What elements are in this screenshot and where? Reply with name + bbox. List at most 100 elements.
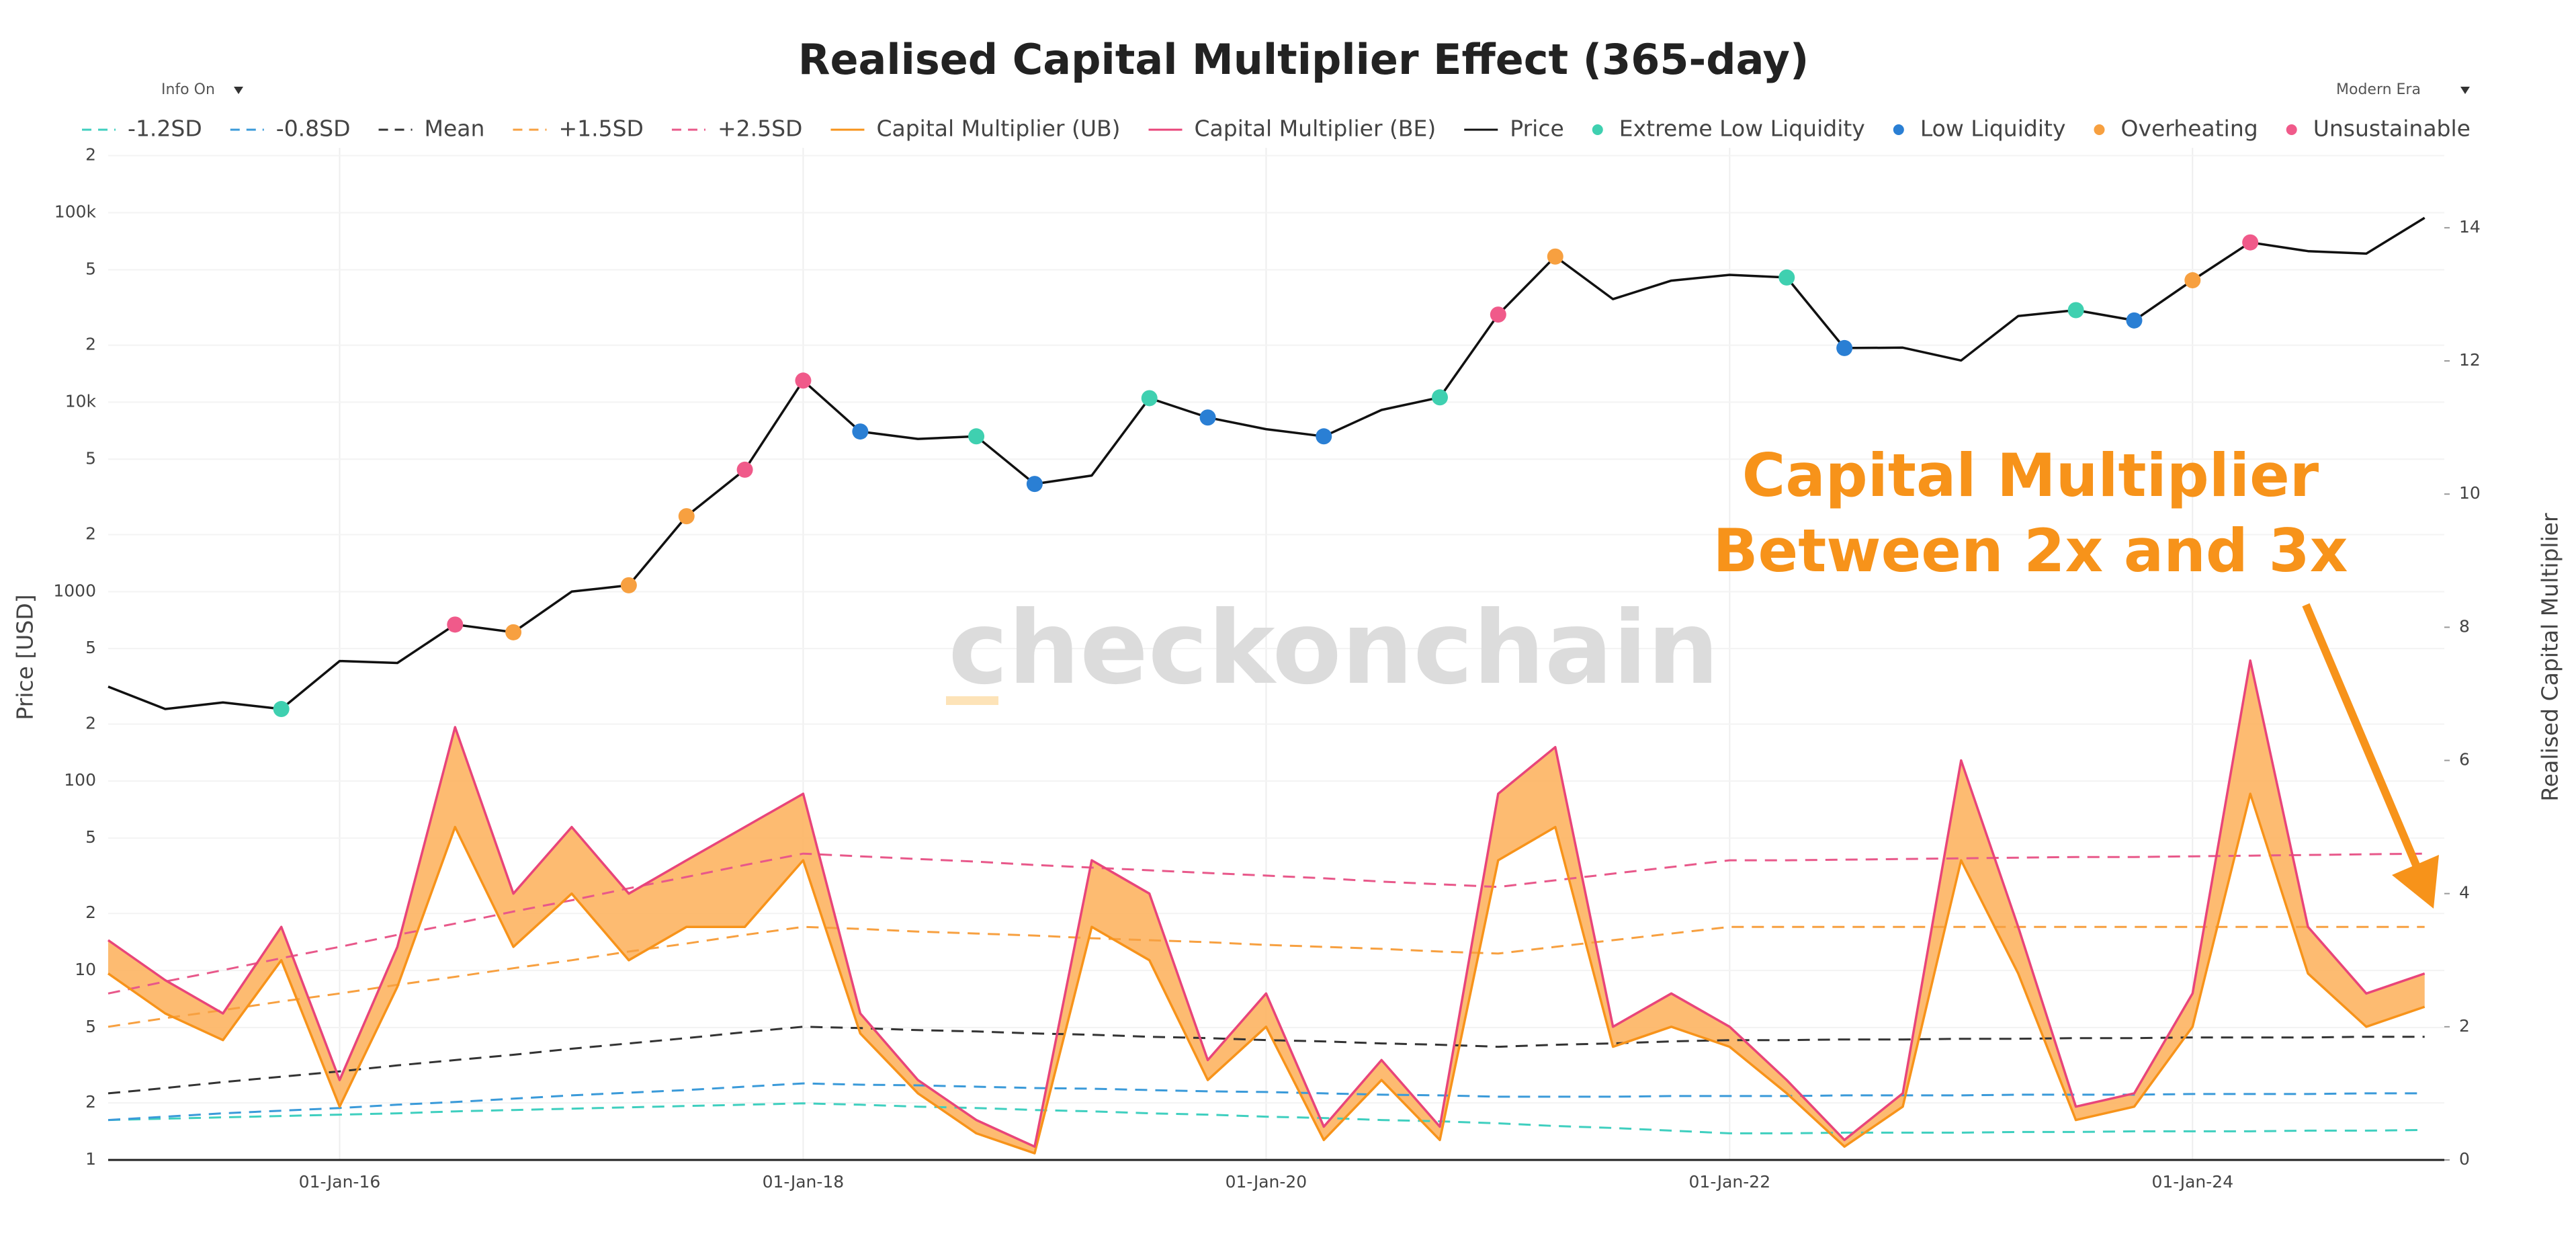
- legend-label: Price: [1510, 116, 1564, 142]
- plot: [107, 216, 2425, 1155]
- y-tick-label: 100k: [54, 202, 97, 222]
- y2-tick-label: 0: [2459, 1149, 2470, 1169]
- y-tick-label: 1000: [53, 581, 96, 600]
- y-tick-label: 2: [85, 524, 96, 543]
- regime-marker: [1490, 306, 1506, 323]
- y2-tick-label: 4: [2459, 883, 2470, 903]
- regime-marker: [678, 508, 695, 525]
- y2-tick-label: 2: [2459, 1016, 2470, 1036]
- annotation-arrow: [2302, 603, 2421, 870]
- dropdown-box[interactable]: [2325, 75, 2479, 105]
- band-line: [108, 1026, 2425, 1095]
- x-tick-label: 01-Jan-16: [299, 1172, 381, 1192]
- regime-marker: [1778, 269, 1795, 286]
- regime-marker: [1026, 476, 1043, 493]
- y-tick-label: 5: [85, 448, 96, 468]
- legend-label: Mean: [425, 116, 485, 142]
- x-tick-label: 01-Jan-20: [1226, 1172, 1307, 1192]
- regime-marker: [505, 624, 522, 640]
- regime-marker: [2067, 302, 2084, 319]
- annotation: Capital Multiplier: [1742, 441, 2319, 510]
- band-line: [108, 1082, 2425, 1122]
- legend-label: Capital Multiplier (BE): [1195, 116, 1436, 142]
- chart-title: Realised Capital Multiplier Effect (365-…: [798, 35, 1809, 84]
- series-line: [107, 792, 2425, 1155]
- legend-item: +2.5SD: [671, 116, 803, 142]
- legend-item: Overheating: [2094, 116, 2258, 142]
- x-tick-label: 01-Jan-22: [1689, 1172, 1771, 1192]
- band-line: [108, 852, 2425, 995]
- y-tick-label: 5: [85, 1017, 96, 1036]
- legend-symbol: [2094, 124, 2105, 135]
- regime-marker: [795, 372, 812, 389]
- y-tick-label: 2: [85, 903, 96, 922]
- y-tick-label: 5: [85, 259, 96, 278]
- legend-label: -0.8SD: [276, 116, 351, 142]
- y-tick-label: 100: [64, 770, 96, 790]
- watermark-underscore: [946, 696, 998, 705]
- regime-marker: [1199, 409, 1216, 426]
- legend-item: Price: [1464, 116, 1564, 142]
- y2-tick-label: 8: [2459, 616, 2470, 636]
- y-tick-label: 1: [85, 1149, 96, 1169]
- x-tick-label: 01-Jan-18: [763, 1172, 845, 1192]
- annotation-arrow-head: [2392, 855, 2439, 909]
- legend-label: Capital Multiplier (UB): [876, 116, 1120, 142]
- legend-item: Extreme Low Liquidity: [1592, 116, 1865, 142]
- y-tick-label: 10: [75, 960, 96, 979]
- regime-marker: [736, 461, 753, 478]
- legend-label: Extreme Low Liquidity: [1619, 116, 1865, 142]
- dropdown-arrow[interactable]: [2460, 87, 2470, 94]
- era-dropdown[interactable]: Modern Era: [2325, 75, 2479, 105]
- annotation: Between 2x and 3x: [1713, 516, 2348, 585]
- regime-marker: [620, 577, 637, 593]
- legend-label: -1.2SD: [128, 116, 202, 142]
- regime-marker: [1432, 389, 1449, 406]
- legend: -1.2SD -0.8SD Mean +1.5SD +2.5SD Capital Mult…: [82, 116, 2471, 142]
- series-line: [108, 216, 2425, 710]
- y-tick-label: 2: [85, 145, 96, 165]
- regime-marker: [2184, 272, 2201, 289]
- regime-marker: [2242, 234, 2259, 251]
- regime-marker: [968, 428, 985, 445]
- regime-marker: [447, 616, 464, 633]
- legend-item: Low Liquidity: [1893, 116, 2066, 142]
- y2-axis-label: Realised Capital Multiplier: [2537, 513, 2563, 802]
- y-tick-label: 2: [85, 1092, 96, 1112]
- dropdown-arrow[interactable]: [234, 87, 243, 94]
- dropdown-label[interactable]: Info On: [161, 81, 215, 98]
- regime-marker: [1316, 428, 1332, 445]
- grid: 01-Jan-16 01-Jan-18 01-Jan-20 01-Jan-22 01-J…: [53, 145, 2480, 1192]
- y-tick-label: 5: [85, 827, 96, 847]
- regime-marker: [1836, 339, 1853, 356]
- legend-label: Overheating: [2120, 116, 2258, 142]
- legend-symbol: [2286, 124, 2297, 135]
- legend-label: Unsustainable: [2313, 116, 2471, 142]
- legend-item: Mean: [378, 116, 485, 142]
- y2-tick-label: 14: [2459, 217, 2481, 237]
- band-line: [108, 925, 2425, 1028]
- y2-tick-label: 10: [2459, 483, 2481, 503]
- band-line: [108, 1102, 2425, 1134]
- x-tick-label: 01-Jan-24: [2152, 1172, 2234, 1192]
- regime-marker: [1141, 390, 1158, 407]
- legend-label: +2.5SD: [718, 116, 803, 142]
- regime-marker: [273, 701, 290, 718]
- info-dropdown[interactable]: Info On: [151, 75, 255, 105]
- legend-label: Low Liquidity: [1920, 116, 2066, 142]
- legend-item: Capital Multiplier (UB): [830, 116, 1121, 142]
- legend-item: +1.5SD: [513, 116, 644, 142]
- dropdown-label[interactable]: Modern Era: [2336, 81, 2421, 98]
- legend-symbol: [1592, 124, 1603, 135]
- legend-label: +1.5SD: [558, 116, 644, 142]
- y-tick-label: 2: [85, 713, 96, 733]
- legend-item: Unsustainable: [2286, 116, 2471, 142]
- legend-item: -1.2SD: [82, 116, 202, 142]
- legend-symbol: [1893, 124, 1904, 135]
- y-axis-label: Price [USD]: [12, 594, 38, 720]
- regime-marker: [2126, 312, 2143, 329]
- series-line: [107, 659, 2425, 1148]
- y2-tick-label: 6: [2459, 750, 2470, 769]
